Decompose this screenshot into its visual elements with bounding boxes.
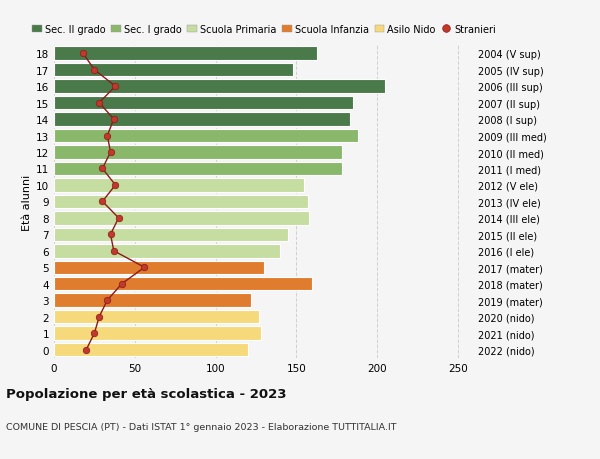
Bar <box>54 343 248 357</box>
Bar <box>54 195 308 209</box>
Point <box>94 100 104 107</box>
Bar <box>54 97 353 110</box>
Point <box>103 297 112 304</box>
Bar <box>54 64 293 77</box>
Point <box>109 247 119 255</box>
Point <box>110 182 120 189</box>
Point <box>114 215 124 222</box>
Bar <box>54 162 341 176</box>
Bar <box>54 179 304 192</box>
Bar <box>54 245 280 258</box>
Text: COMUNE DI PESCIA (PT) - Dati ISTAT 1° gennaio 2023 - Elaborazione TUTTITALIA.IT: COMUNE DI PESCIA (PT) - Dati ISTAT 1° ge… <box>6 422 397 431</box>
Bar <box>54 129 358 143</box>
Point <box>109 116 119 123</box>
Point <box>106 149 115 157</box>
Bar <box>54 228 288 241</box>
Bar <box>54 261 264 274</box>
Bar <box>54 212 309 225</box>
Bar <box>54 327 261 340</box>
Bar <box>54 310 259 324</box>
Bar <box>54 146 341 159</box>
Bar <box>54 47 317 61</box>
Legend: Sec. II grado, Sec. I grado, Scuola Primaria, Scuola Infanzia, Asilo Nido, Stran: Sec. II grado, Sec. I grado, Scuola Prim… <box>32 25 496 35</box>
Point <box>140 264 149 271</box>
Point <box>110 83 120 90</box>
Point <box>78 50 88 58</box>
Point <box>89 330 99 337</box>
Point <box>98 198 107 206</box>
Point <box>106 231 115 239</box>
Point <box>94 313 104 321</box>
Point <box>89 67 99 74</box>
Text: Popolazione per età scolastica - 2023: Popolazione per età scolastica - 2023 <box>6 387 287 400</box>
Bar <box>54 294 251 307</box>
Point <box>82 346 91 353</box>
Bar <box>54 80 385 94</box>
Point <box>98 165 107 173</box>
Bar <box>54 113 350 127</box>
Point <box>103 133 112 140</box>
Y-axis label: Età alunni: Età alunni <box>22 174 32 230</box>
Bar <box>54 277 313 291</box>
Point <box>117 280 127 288</box>
